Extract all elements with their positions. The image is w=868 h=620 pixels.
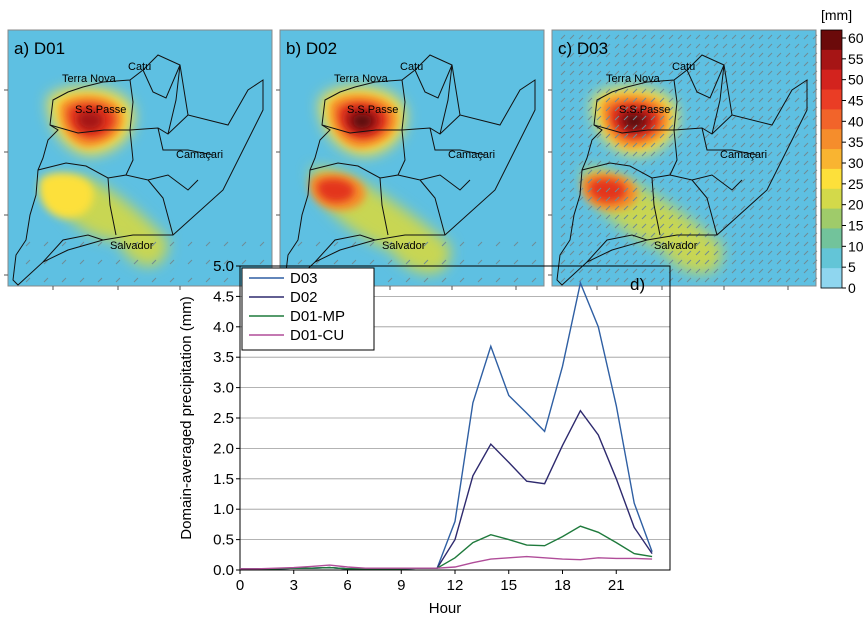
panel-label: c) D03 bbox=[558, 39, 608, 58]
colorbar-swatch bbox=[821, 30, 842, 51]
place-name-terra-nova: Terra Nova bbox=[62, 73, 117, 85]
colorbar-tick-label: 60 bbox=[848, 30, 864, 46]
colorbar-swatch bbox=[821, 89, 842, 110]
x-axis-label: Hour bbox=[429, 600, 462, 617]
colorbar-frame bbox=[820, 29, 843, 289]
y-tick-label: 4.5 bbox=[213, 288, 234, 305]
legend-box bbox=[241, 267, 375, 351]
line-chart: 0.0 0.5 1.0 1.5 2.0 2.5 3.0 3.5 4.0 4.5 5.0 0 3 6 9 12… bbox=[178, 258, 671, 617]
map-panel-3: c) D03 Catu Terra Nova S.S.Passe Camaçari Sal… bbox=[548, 29, 818, 290]
x-tick-label: 6 bbox=[343, 577, 351, 594]
y-tick-label: 3.0 bbox=[213, 380, 234, 397]
y-tick-label: 4.0 bbox=[213, 319, 234, 336]
series-line-d01-cu bbox=[240, 555, 653, 570]
panel-label: b) D02 bbox=[286, 39, 337, 58]
place-name-ss-passe: S.S.Passe bbox=[75, 104, 126, 116]
colorbar-tick-label: 55 bbox=[848, 51, 864, 67]
chart-panel-label: d) bbox=[630, 275, 645, 294]
colorbar-swatch bbox=[821, 109, 842, 130]
colorbar-tick-label: 20 bbox=[848, 197, 864, 213]
place-name-catu: Catu bbox=[400, 61, 423, 73]
legend: D03 D02 D01-MP D01-CU bbox=[241, 267, 375, 351]
colorbar-tick-label: 35 bbox=[848, 134, 864, 150]
x-tick-label: 12 bbox=[447, 577, 464, 594]
colorbar-swatch bbox=[821, 168, 842, 190]
y-tick-label: 3.5 bbox=[213, 349, 234, 366]
colorbar-swatch bbox=[821, 268, 842, 289]
place-name-terra-nova: Terra Nova bbox=[334, 73, 389, 85]
colorbar-unit: [mm] bbox=[821, 7, 852, 23]
y-tick-label: 1.5 bbox=[213, 471, 234, 488]
y-tick-label: 5.0 bbox=[213, 258, 234, 275]
colorbar-tick-label: 15 bbox=[848, 218, 864, 234]
colorbar-tick-label: 25 bbox=[848, 176, 864, 192]
map-frame bbox=[7, 29, 273, 287]
x-tick-label: 3 bbox=[290, 577, 298, 594]
wind-vectors bbox=[25, 241, 265, 283]
place-name-salvador: Salvador bbox=[654, 240, 698, 252]
colorbar-swatch bbox=[821, 129, 842, 150]
x-tick-label: 18 bbox=[554, 577, 571, 594]
x-tick-label: 0 bbox=[236, 577, 244, 594]
series-line-d01-mp bbox=[240, 525, 653, 570]
y-tick-label: 1.0 bbox=[213, 501, 234, 518]
x-tick-label: 21 bbox=[608, 577, 625, 594]
place-name-salvador: Salvador bbox=[110, 240, 154, 252]
colorbar-swatch bbox=[821, 248, 842, 269]
colorbar-tick-label: 0 bbox=[848, 280, 856, 296]
legend-label: D01-CU bbox=[290, 327, 344, 344]
colorbar-swatch bbox=[821, 208, 842, 229]
place-name-catu: Catu bbox=[128, 61, 151, 73]
x-tick-label: 15 bbox=[500, 577, 517, 594]
colorbar-swatch bbox=[821, 149, 842, 170]
place-name-camacari: Camaçari bbox=[176, 149, 223, 161]
y-tick-label: 0.5 bbox=[213, 532, 234, 549]
y-tick-label: 2.0 bbox=[213, 440, 234, 457]
place-name-ss-passe: S.S.Passe bbox=[347, 104, 398, 116]
colorbar-tick-label: 45 bbox=[848, 93, 864, 109]
panel-label: a) D01 bbox=[14, 39, 65, 58]
y-tick-label: 2.5 bbox=[213, 410, 234, 427]
place-name-catu: Catu bbox=[672, 61, 695, 73]
legend-label: D03 bbox=[290, 270, 318, 287]
colorbar-swatch bbox=[821, 228, 842, 249]
colorbar-swatch bbox=[821, 188, 842, 210]
colorbar-tick-label: 5 bbox=[848, 259, 856, 275]
place-name-ss-passe: S.S.Passe bbox=[619, 104, 670, 116]
y-axis-label: Domain-averaged precipitation (mm) bbox=[178, 296, 195, 539]
map-frame bbox=[279, 29, 545, 287]
colorbar-swatch bbox=[821, 49, 842, 71]
colorbar-tick-label: 40 bbox=[848, 113, 864, 129]
place-name-camacari: Camaçari bbox=[448, 149, 495, 161]
legend-label: D02 bbox=[290, 289, 318, 306]
place-name-camacari: Camaçari bbox=[720, 149, 767, 161]
y-tick-label: 0.0 bbox=[213, 562, 234, 579]
map-panel-2: b) D02 Catu Terra Nova S.S.Passe Camaçari Sal… bbox=[276, 29, 545, 290]
x-tick-label: 9 bbox=[397, 577, 405, 594]
legend-label: D01-MP bbox=[290, 308, 345, 325]
place-name-terra-nova: Terra Nova bbox=[606, 73, 661, 85]
colorbar-swatch bbox=[821, 69, 842, 91]
place-name-salvador: Salvador bbox=[382, 240, 426, 252]
colorbar-tick-label: 10 bbox=[848, 238, 864, 254]
colorbar-tick-label: 50 bbox=[848, 72, 864, 88]
map-panel-1: a) D01 Catu Terra Nova S.S.Passe Camaçari Sal… bbox=[4, 29, 273, 290]
map-frame bbox=[551, 29, 817, 287]
colorbar-tick-label: 30 bbox=[848, 155, 864, 171]
